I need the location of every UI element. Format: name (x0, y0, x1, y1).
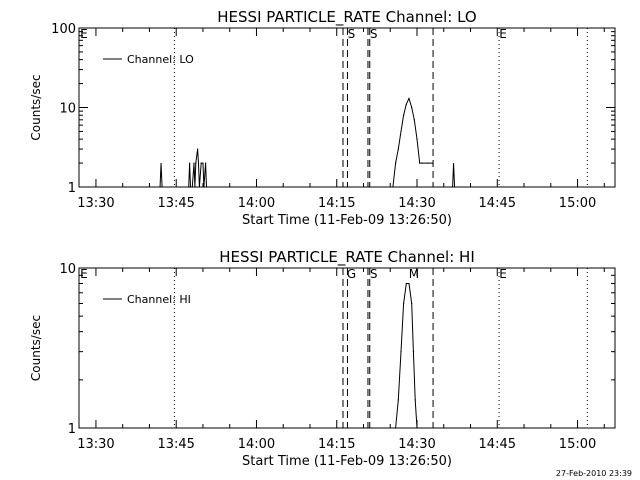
series-point (191, 186, 193, 188)
series-point (427, 162, 429, 164)
series-point (408, 282, 410, 285)
x-tick-label: 14:00 (238, 437, 275, 452)
x-tick-label: 14:00 (238, 196, 275, 211)
series-point (405, 103, 407, 105)
series-point (200, 162, 202, 164)
series-point (205, 186, 208, 188)
series-point (188, 186, 190, 188)
series-point (202, 162, 204, 164)
x-tick-label: 13:45 (157, 437, 194, 452)
series-point (392, 186, 394, 188)
series-point (197, 162, 200, 164)
x-tick-label: 13:45 (157, 196, 194, 211)
y-axis-label: Counts/sec (29, 315, 43, 381)
series-point (414, 399, 416, 401)
x-tick-label: 15:00 (559, 437, 596, 452)
series-point (400, 130, 402, 133)
series-point (405, 282, 407, 285)
x-tick-label: 14:45 (479, 437, 516, 452)
y-tick-label: 1 (68, 422, 76, 437)
y-axis-label: Counts/sec (29, 74, 43, 140)
series-point (419, 162, 421, 164)
series-point (403, 302, 405, 305)
series-point (432, 162, 434, 164)
event-marker-label: E (80, 267, 88, 281)
legend-label: Channel: HI (127, 293, 191, 306)
series-point (403, 114, 405, 116)
series-point (193, 162, 195, 164)
series-point (400, 351, 402, 353)
y-tick-label: 100 (51, 22, 76, 37)
x-axis-label: Start Time (11-Feb-09 13:26:50) (242, 213, 452, 228)
chart-title: HESSI PARTICLE_RATE Channel: HI (219, 248, 475, 267)
series-point (197, 148, 199, 150)
series-point (416, 138, 418, 140)
x-tick-label: 14:30 (398, 437, 435, 452)
series-point (205, 162, 207, 164)
x-axis-label: Start Time (11-Feb-09 13:26:50) (242, 454, 452, 469)
event-marker-label: E (80, 27, 88, 41)
event-marker-label: E (499, 267, 507, 281)
series-point (413, 119, 415, 121)
series-point (397, 148, 399, 150)
y-tick-label: 10 (59, 262, 76, 277)
x-tick-label: 14:15 (318, 437, 355, 452)
series-point (397, 399, 399, 401)
series-line (188, 96, 434, 188)
x-tick-label: 13:30 (77, 196, 114, 211)
series-point (408, 97, 410, 100)
footer-timestamp: 27-Feb-2010 23:39 (555, 469, 632, 478)
event-marker-label: E (499, 27, 507, 41)
y-tick-label: 10 (59, 102, 76, 117)
x-tick-label: 14:30 (398, 196, 435, 211)
series-point (411, 106, 413, 109)
event-marker-label: G (347, 267, 356, 281)
series-point (188, 162, 191, 164)
series-line (395, 283, 418, 429)
legend-label: Channel: LO (127, 53, 194, 66)
series-point (395, 162, 397, 164)
series-point (194, 186, 196, 188)
series-spike (159, 163, 163, 188)
event-marker-label: M (409, 267, 419, 281)
series-point (412, 351, 415, 353)
chart-panel-2: HESSI PARTICLE_RATE Channel: HI Counts/se… (29, 248, 616, 469)
x-tick-label: 14:45 (479, 196, 516, 211)
x-tick-label: 15:00 (559, 196, 596, 211)
event-marker-label: S (370, 267, 378, 281)
series-point (195, 162, 197, 164)
y-tick-label: 1 (68, 181, 76, 196)
chart-title: HESSI PARTICLE_RATE Channel: LO (217, 8, 476, 27)
series-point (395, 427, 397, 429)
event-marker-label: S (370, 27, 378, 41)
series-point (189, 186, 192, 188)
x-tick-label: 13:30 (77, 437, 114, 452)
event-marker-label: S (348, 27, 356, 41)
series-point (411, 302, 413, 305)
series-point (421, 162, 423, 164)
series-point (198, 186, 200, 188)
series-point (416, 427, 418, 429)
x-tick-label: 14:15 (318, 196, 355, 211)
series-point (203, 186, 205, 188)
series-spike (452, 163, 456, 188)
chart-panel-1: HESSI PARTICLE_RATE Channel: LO Counts/se… (29, 8, 616, 228)
